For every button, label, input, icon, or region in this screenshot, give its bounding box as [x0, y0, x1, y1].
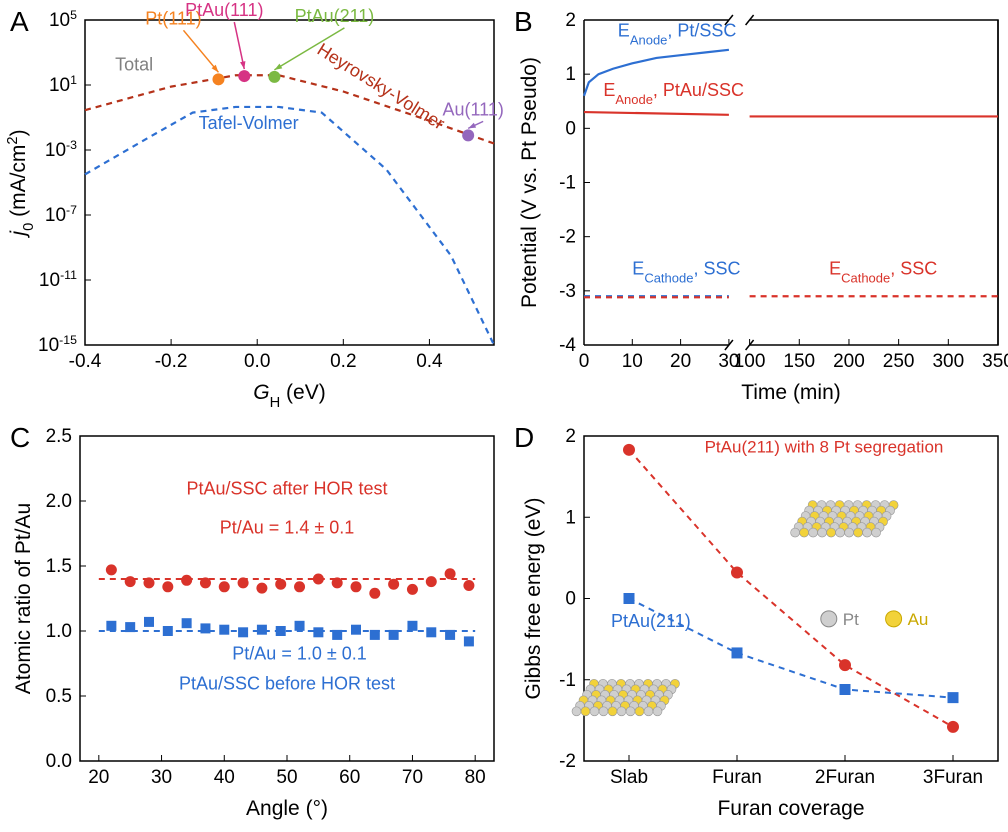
svg-text:PtAu/SSC before HOR test: PtAu/SSC before HOR test — [179, 674, 395, 694]
svg-text:0.0: 0.0 — [244, 351, 270, 372]
svg-text:2.0: 2.0 — [46, 491, 72, 512]
panel-b-label: B — [514, 6, 533, 38]
svg-text:350: 350 — [982, 351, 1008, 372]
svg-text:101: 101 — [49, 73, 77, 96]
svg-text:200: 200 — [833, 351, 865, 372]
svg-text:0.2: 0.2 — [330, 351, 356, 372]
volcano-plot: -0.4-0.20.00.20.410-1510-1110-710-310110… — [0, 0, 504, 416]
svg-text:Gibbs free energ (eV): Gibbs free energ (eV) — [522, 498, 545, 700]
svg-text:10: 10 — [622, 351, 643, 372]
svg-text:PtAu(211): PtAu(211) — [295, 6, 375, 26]
svg-text:80: 80 — [465, 767, 486, 788]
svg-text:50: 50 — [276, 767, 297, 788]
svg-text:150: 150 — [783, 351, 815, 372]
svg-text:-1: -1 — [559, 670, 576, 691]
svg-text:0.5: 0.5 — [46, 686, 72, 707]
svg-text:PtAu(211): PtAu(211) — [611, 611, 691, 631]
svg-text:70: 70 — [402, 767, 423, 788]
svg-text:Tafel-Volmer: Tafel-Volmer — [199, 113, 299, 133]
svg-text:0: 0 — [565, 589, 576, 610]
panel-b: B -4-3-2-10120102030100150200250300350Ti… — [504, 0, 1008, 416]
svg-text:1: 1 — [565, 64, 576, 85]
svg-text:10-7: 10-7 — [45, 203, 77, 226]
svg-text:-4: -4 — [559, 335, 576, 356]
svg-text:Pt: Pt — [843, 610, 859, 629]
svg-text:-2: -2 — [559, 227, 576, 248]
svg-text:10-11: 10-11 — [39, 268, 77, 291]
svg-text:Pt/Au = 1.4 ± 0.1: Pt/Au = 1.4 ± 0.1 — [220, 518, 354, 538]
svg-text:Angle (°): Angle (°) — [246, 797, 328, 820]
svg-text:Au(111): Au(111) — [442, 99, 503, 119]
svg-text:0: 0 — [579, 351, 590, 372]
svg-text:3Furan: 3Furan — [923, 767, 983, 788]
svg-text:Au: Au — [908, 610, 929, 629]
svg-text:105: 105 — [49, 8, 77, 31]
svg-text:2Furan: 2Furan — [815, 767, 875, 788]
panel-d: D Slab Furan 2Furan 3Furan -2 -1 0 1 2 Furan cove… — [504, 416, 1008, 832]
svg-text:Pt/Au = 1.0 ± 0.1: Pt/Au = 1.0 ± 0.1 — [232, 644, 366, 664]
svg-text:-2: -2 — [559, 751, 576, 772]
svg-text:30: 30 — [151, 767, 172, 788]
svg-text:PtAu/SSC after HOR test: PtAu/SSC after HOR test — [186, 479, 387, 499]
svg-text:0: 0 — [565, 118, 576, 139]
potential-time-plot: -4-3-2-10120102030100150200250300350Time… — [504, 0, 1008, 416]
svg-text:2: 2 — [565, 10, 576, 31]
panel-c: C 20 30 40 50 60 70 80 0.0 0.5 1.0 1.5 2.0 2.5 Angle … — [0, 416, 504, 832]
svg-text:PtAu(111): PtAu(111) — [185, 0, 263, 20]
svg-text:Potential (V vs. Pt Pseudo): Potential (V vs. Pt Pseudo) — [518, 57, 541, 308]
atomic-ratio-plot: 20 30 40 50 60 70 80 0.0 0.5 1.0 1.5 2.0 2.5 Angle (°… — [0, 416, 504, 832]
svg-text:1.5: 1.5 — [46, 556, 72, 577]
svg-text:Furan coverage: Furan coverage — [717, 797, 864, 820]
svg-text:10-3: 10-3 — [45, 138, 77, 161]
svg-text:20: 20 — [670, 351, 691, 372]
svg-text:ECathode, SSC: ECathode, SSC — [632, 259, 740, 286]
svg-text:2.5: 2.5 — [46, 426, 72, 447]
panel-a-label: A — [10, 6, 29, 38]
svg-text:Furan: Furan — [712, 767, 762, 788]
panel-d-label: D — [514, 422, 534, 454]
svg-text:2: 2 — [565, 426, 576, 447]
svg-text:20: 20 — [88, 767, 109, 788]
svg-text:Total: Total — [115, 54, 153, 74]
svg-text:GH (eV): GH (eV) — [253, 381, 325, 411]
svg-text:1.0: 1.0 — [46, 621, 72, 642]
svg-text:Heyrovsky-Volmer: Heyrovsky-Volmer — [314, 39, 448, 133]
panel-a: A -0.4-0.20.00.20.410-1510-1110-710-3101… — [0, 0, 504, 416]
svg-text:j0 (mA/cm2): j0 (mA/cm2) — [5, 129, 37, 238]
svg-text:-0.4: -0.4 — [69, 351, 102, 372]
svg-text:0.4: 0.4 — [416, 351, 443, 372]
svg-text:PtAu(211) with 8 Pt segregatio: PtAu(211) with 8 Pt segregation — [705, 437, 944, 456]
gibbs-energy-plot: Slab Furan 2Furan 3Furan -2 -1 0 1 2 Furan covera… — [504, 416, 1008, 832]
svg-text:Atomic ratio of Pt/Au: Atomic ratio of Pt/Au — [12, 503, 35, 694]
svg-text:-0.2: -0.2 — [155, 351, 188, 372]
svg-text:60: 60 — [339, 767, 360, 788]
panel-c-label: C — [10, 422, 30, 454]
svg-text:EAnode, PtAu/SSC: EAnode, PtAu/SSC — [603, 80, 744, 107]
svg-text:40: 40 — [214, 767, 235, 788]
svg-text:0.0: 0.0 — [46, 751, 72, 772]
svg-text:EAnode, Pt/SSC: EAnode, Pt/SSC — [618, 20, 737, 47]
svg-text:ECathode, SSC: ECathode, SSC — [829, 259, 937, 286]
svg-text:1: 1 — [565, 507, 576, 528]
svg-text:100: 100 — [734, 351, 766, 372]
svg-text:-1: -1 — [559, 173, 576, 194]
svg-text:250: 250 — [883, 351, 915, 372]
svg-text:-3: -3 — [559, 281, 576, 302]
svg-text:Slab: Slab — [610, 767, 648, 788]
svg-text:Time (min): Time (min) — [741, 381, 841, 404]
svg-text:300: 300 — [932, 351, 964, 372]
